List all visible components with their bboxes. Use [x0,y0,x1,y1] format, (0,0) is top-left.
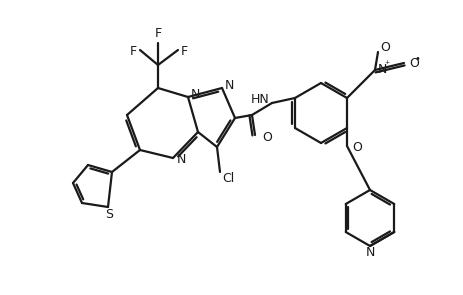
Text: N: N [377,63,387,76]
Text: S: S [105,207,113,220]
Text: Cl: Cl [221,171,234,184]
Text: F: F [130,45,137,58]
Text: N: N [176,153,186,165]
Text: •: • [414,54,420,64]
Text: O: O [379,40,389,53]
Text: F: F [154,27,161,40]
Text: N: N [364,245,374,258]
Text: N: N [225,78,234,91]
Text: ⁺: ⁺ [383,60,388,70]
Text: O: O [262,130,271,143]
Text: O: O [351,140,361,153]
Text: F: F [181,45,188,58]
Text: N: N [191,88,200,101]
Text: O: O [408,57,418,70]
Text: HN: HN [250,93,269,106]
